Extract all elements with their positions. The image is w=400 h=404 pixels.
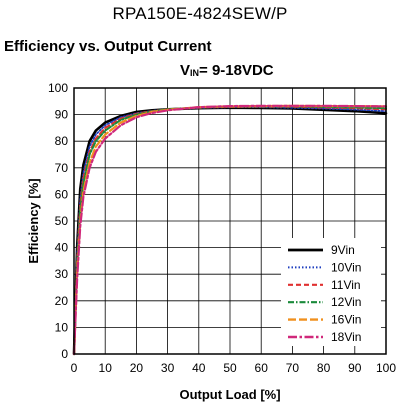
y-tick-label: 80 (55, 134, 69, 148)
legend-label-9vin: 9Vin (331, 243, 355, 257)
x-tick-label: 40 (192, 361, 206, 375)
legend-background (281, 238, 381, 346)
legend-label-11vin: 11Vin (331, 278, 361, 292)
x-tick-label: 80 (317, 361, 331, 375)
input-voltage-condition: VIN= 9-18VDC (180, 62, 274, 79)
y-tick-label: 90 (55, 108, 69, 122)
y-tick-label: 20 (55, 294, 69, 308)
y-tick-label: 0 (61, 347, 68, 361)
condition-suffix: = 9-18VDC (199, 62, 274, 79)
y-tick-label: 10 (55, 320, 69, 334)
chart-title: Efficiency vs. Output Current (4, 38, 212, 55)
y-axis-label: Efficiency [%] (26, 178, 41, 263)
y-tick-label: 30 (55, 267, 69, 281)
x-tick-label: 60 (255, 361, 269, 375)
x-tick-label: 20 (130, 361, 144, 375)
y-tick-label: 60 (55, 187, 69, 201)
x-tick-label: 0 (71, 361, 78, 375)
chart-ticks: 0 10 20 30 40 50 60 70 80 90 100 0 10 20 30 40 50 60 70 80 9… (48, 81, 396, 375)
plot-frame (73, 87, 387, 355)
x-tick-label: 30 (161, 361, 175, 375)
condition-prefix: V (180, 62, 191, 79)
x-tick-label: 100 (376, 361, 396, 375)
series-line-18vin (72, 104, 388, 356)
legend-label-16vin: 16Vin (331, 313, 361, 327)
legend-label-18vin: 18Vin (331, 330, 361, 344)
chart-legend: 9Vin 10Vin 11Vin 12Vin 16Vin 18Vin (281, 238, 381, 346)
x-tick-label: 10 (99, 361, 113, 375)
y-tick-label: 50 (55, 214, 69, 228)
chart-series-group (72, 104, 388, 356)
x-tick-label: 50 (223, 361, 237, 375)
x-tick-label: 90 (348, 361, 362, 375)
y-tick-label: 40 (55, 241, 69, 255)
legend-label-12vin: 12Vin (331, 295, 361, 309)
y-tick-label: 70 (55, 161, 69, 175)
part-number: RPA150E-4824SEW/P (112, 4, 288, 23)
y-tick-label: 100 (48, 81, 68, 95)
x-axis-label: Output Load [%] (179, 387, 280, 402)
x-tick-label: 70 (286, 361, 300, 375)
condition-subscript: IN (190, 68, 200, 78)
legend-label-10vin: 10Vin (331, 260, 361, 274)
